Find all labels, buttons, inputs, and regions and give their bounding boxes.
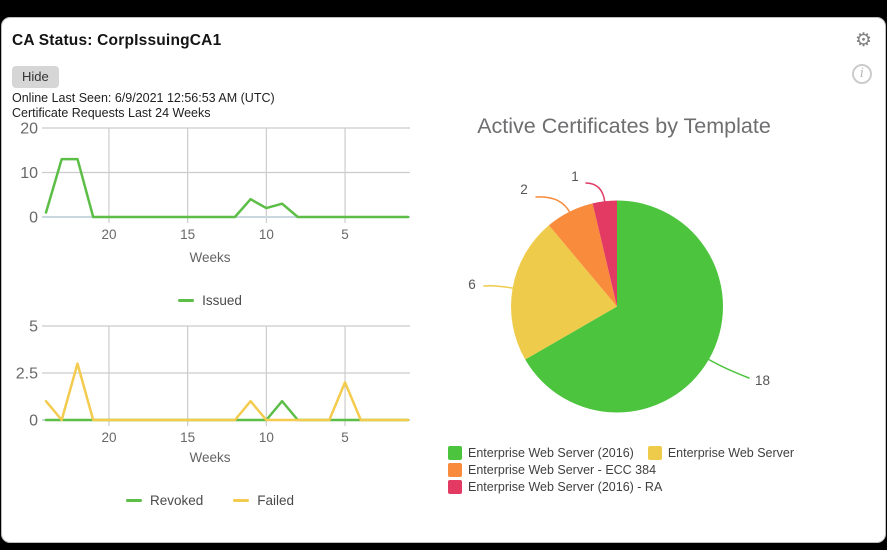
pie-legend-item[interactable]: Enterprise Web Server <box>647 446 795 460</box>
svg-text:20: 20 <box>20 121 38 138</box>
issued-chart-legend: Issued <box>0 293 420 308</box>
revoked-failed-chart-x-axis-label: Weeks <box>189 450 231 465</box>
svg-text:15: 15 <box>180 227 195 242</box>
svg-text:18: 18 <box>755 373 770 388</box>
page-title: CA Status: CorpIssuingCA1 <box>12 32 222 49</box>
svg-text:0: 0 <box>29 210 38 227</box>
svg-text:10: 10 <box>259 227 274 242</box>
svg-text:6: 6 <box>468 277 476 292</box>
svg-text:5: 5 <box>29 319 38 336</box>
info-icon[interactable]: i <box>852 64 872 84</box>
revoked-legend-item[interactable]: Revoked <box>125 493 204 508</box>
legend-label: Revoked <box>149 493 204 508</box>
pie-legend-item[interactable]: Enterprise Web Server (2016) - RA <box>448 480 662 494</box>
legend-swatch-icon <box>448 446 462 460</box>
revoked-failed-chart-legend: Revoked Failed <box>0 493 420 508</box>
legend-label: Failed <box>257 493 295 508</box>
pie-legend-label: Enterprise Web Server (2016) <box>468 446 634 460</box>
svg-text:15: 15 <box>180 430 195 445</box>
active-certificates-pie-chart: 18 6 2 1 <box>468 169 770 413</box>
pie-legend-label: Enterprise Web Server <box>667 446 795 460</box>
pie-legend-label: Enterprise Web Server - ECC 384 <box>468 463 657 477</box>
legend-dash-icon <box>125 499 142 502</box>
issued-chart-x-axis-label: Weeks <box>189 250 231 265</box>
svg-text:1: 1 <box>571 169 579 184</box>
issued-line-chart: 0 10 20 20 15 10 5 <box>20 121 410 242</box>
legend-swatch-icon <box>448 463 462 477</box>
legend-dash-icon <box>178 299 195 302</box>
pie-legend-item[interactable]: Enterprise Web Server - ECC 384 <box>448 463 656 477</box>
issued-legend-item[interactable]: Issued <box>178 293 242 308</box>
pie-legend-label: Enterprise Web Server (2016) - RA <box>468 480 663 494</box>
revoked-failed-line-chart: 0 2.5 5 20 15 10 5 <box>16 319 410 445</box>
svg-text:2.5: 2.5 <box>16 366 38 383</box>
svg-text:5: 5 <box>341 430 349 445</box>
pie-legend-item[interactable]: Enterprise Web Server (2016) <box>448 446 634 460</box>
legend-swatch-icon <box>647 446 662 460</box>
svg-text:10: 10 <box>259 430 274 445</box>
svg-text:5: 5 <box>341 227 349 242</box>
requests-chart-caption: Certificate Requests Last 24 Weeks <box>12 106 211 120</box>
legend-label: Issued <box>202 293 242 308</box>
online-last-seen-text: Online Last Seen: 6/9/2021 12:56:53 AM (… <box>12 91 275 105</box>
hide-button[interactable]: Hide <box>12 66 59 88</box>
svg-text:20: 20 <box>101 430 116 445</box>
legend-dash-icon <box>233 499 250 502</box>
svg-text:10: 10 <box>20 165 38 182</box>
ca-status-panel <box>1 17 886 543</box>
failed-legend-item[interactable]: Failed <box>233 493 294 508</box>
pie-chart-title: Active Certificates by Template <box>477 114 771 138</box>
svg-text:0: 0 <box>29 413 38 430</box>
settings-gear-icon[interactable]: ⚙ <box>854 30 872 51</box>
info-icon-glyph: i <box>859 66 865 81</box>
pie-chart-legend: Enterprise Web Server (2016) Enterprise W… <box>448 446 848 494</box>
legend-swatch-icon <box>448 480 462 494</box>
svg-text:2: 2 <box>520 182 528 197</box>
svg-text:20: 20 <box>101 227 116 242</box>
